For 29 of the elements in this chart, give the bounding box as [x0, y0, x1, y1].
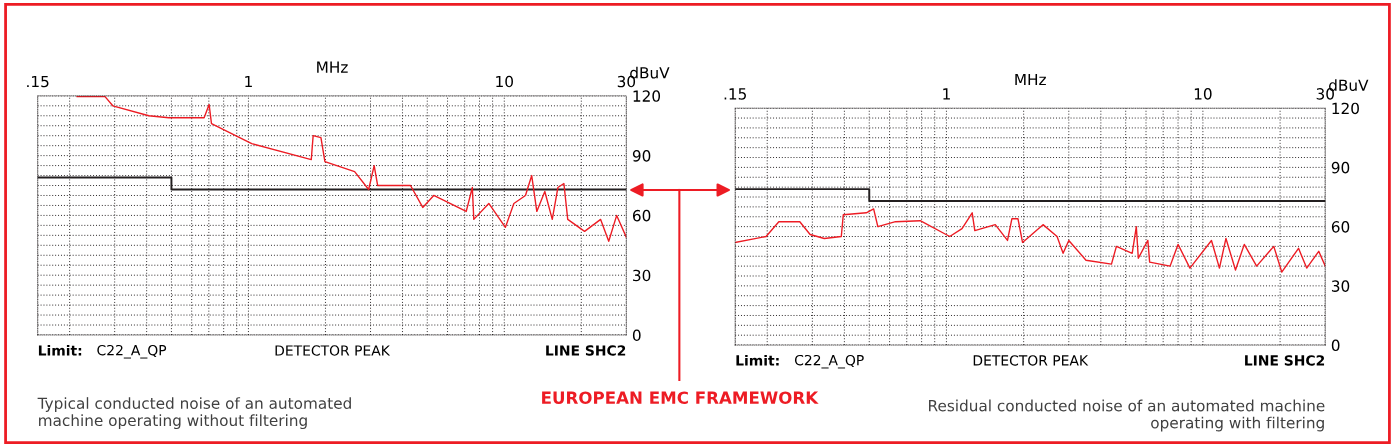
text: Residual conducted noise of an automated machine operating with filtering	[929, 399, 1325, 432]
text: C22_A_QP	[794, 354, 864, 369]
text: DETECTOR PEAK	[275, 345, 391, 356]
y-tick-label: 30	[633, 269, 651, 282]
x-tick-label: 1	[245, 75, 252, 88]
y-tick-label: 60	[632, 209, 651, 222]
text: EUROPEAN EMC FRAMEWORK	[542, 391, 819, 405]
text: Limit:	[38, 345, 82, 356]
x-axis-title: MHz	[1015, 73, 1046, 86]
x-axis-title: MHz	[317, 61, 348, 73]
y-tick-label: 90	[1331, 161, 1350, 174]
text: LINE SHC2	[546, 345, 626, 356]
text: DETECTOR PEAK	[973, 355, 1089, 366]
text: C22_A_QP	[97, 344, 167, 359]
x-tick-label: 1	[943, 88, 950, 100]
y-tick-label: 90	[632, 150, 651, 162]
text: Typical conducted noise of an automated machine operating without filtering	[37, 397, 351, 430]
y-tick-label: 60	[1331, 221, 1350, 233]
y-tick-label: 0	[1331, 339, 1340, 352]
x-tick-label: .15	[27, 75, 49, 88]
y-tick-label: 120	[633, 90, 661, 102]
y-tick-label: 120	[1332, 102, 1359, 115]
text: LINE SHC2	[1245, 355, 1325, 366]
x-tick-label: .15	[724, 88, 746, 100]
y-tick-label: 30	[1331, 280, 1350, 292]
y-tick-label: 0	[632, 329, 641, 341]
x-tick-label: 10	[1194, 88, 1212, 100]
text: Limit:	[736, 354, 779, 366]
x-tick-label: 10	[496, 75, 513, 88]
